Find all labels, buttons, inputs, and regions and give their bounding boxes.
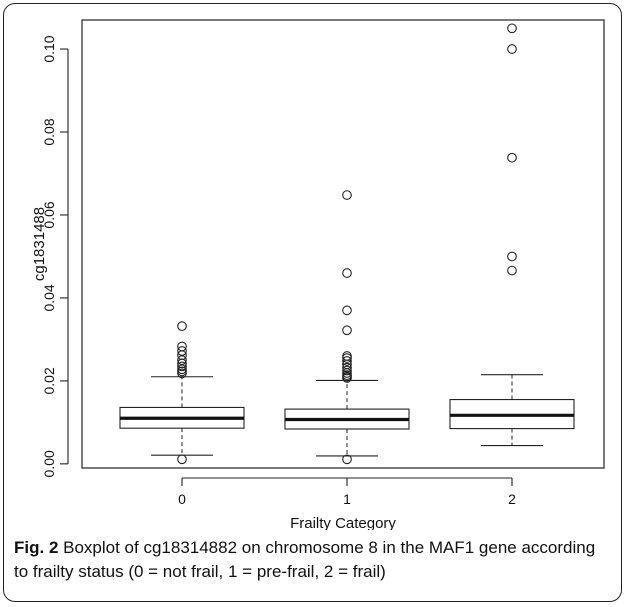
outlier-point <box>342 454 352 465</box>
caption-text: Boxplot of cg18314882 on chromosome 8 in… <box>14 538 596 581</box>
x-axis-label: Frailty Category <box>290 515 396 530</box>
plot-area-border <box>81 19 605 469</box>
y-axis: 0.00 0.02 0.04 0.06 0.08 0.10 <box>41 35 69 477</box>
figure-frame <box>3 3 622 602</box>
outlier-point <box>342 351 352 361</box>
y-tick-label: 0.08 <box>41 118 57 145</box>
outlier-point <box>342 365 352 376</box>
boxplot-chart: 0.00 0.02 0.04 0.06 0.08 0.10 0 1 2 Frailty Cat… <box>31 19 605 530</box>
outlier-point <box>177 454 187 465</box>
y-tick-label: 0.00 <box>41 450 57 477</box>
boxes-group <box>119 23 575 465</box>
caption-label: Fig. 2 <box>14 538 59 557</box>
y-tick-label: 0.10 <box>41 35 57 62</box>
outlier-point <box>342 325 352 336</box>
outlier-point <box>507 251 517 262</box>
box-category-1 <box>284 190 410 465</box>
y-tick-label: 0.02 <box>41 367 57 394</box>
outlier-point <box>177 341 187 352</box>
y-tick-label: 0.06 <box>41 201 57 228</box>
outlier-point <box>507 152 517 163</box>
x-axis: 0 1 2 <box>178 477 516 507</box>
x-tick-label: 1 <box>343 491 351 507</box>
y-axis-label: cg1831488 <box>31 207 48 281</box>
outlier-point <box>342 356 352 366</box>
outlier-point <box>342 190 352 200</box>
outlier-point <box>177 321 187 331</box>
box-category-0 <box>119 321 245 465</box>
outlier-point <box>342 268 352 278</box>
outlier-point <box>507 265 517 276</box>
outlier-point <box>342 362 352 373</box>
figure-caption: Fig. 2 Boxplot of cg18314882 on chromoso… <box>14 536 614 584</box>
y-tick-label: 0.04 <box>41 284 57 311</box>
outlier-point <box>177 366 187 377</box>
x-tick-label: 0 <box>178 491 186 507</box>
outlier-point <box>507 44 517 54</box>
outlier-point <box>507 23 517 34</box>
outlier-point <box>177 346 187 356</box>
x-tick-label: 2 <box>508 491 516 507</box>
outlier-point <box>177 361 187 372</box>
outlier-point <box>342 305 352 316</box>
box-category-2 <box>449 23 575 447</box>
